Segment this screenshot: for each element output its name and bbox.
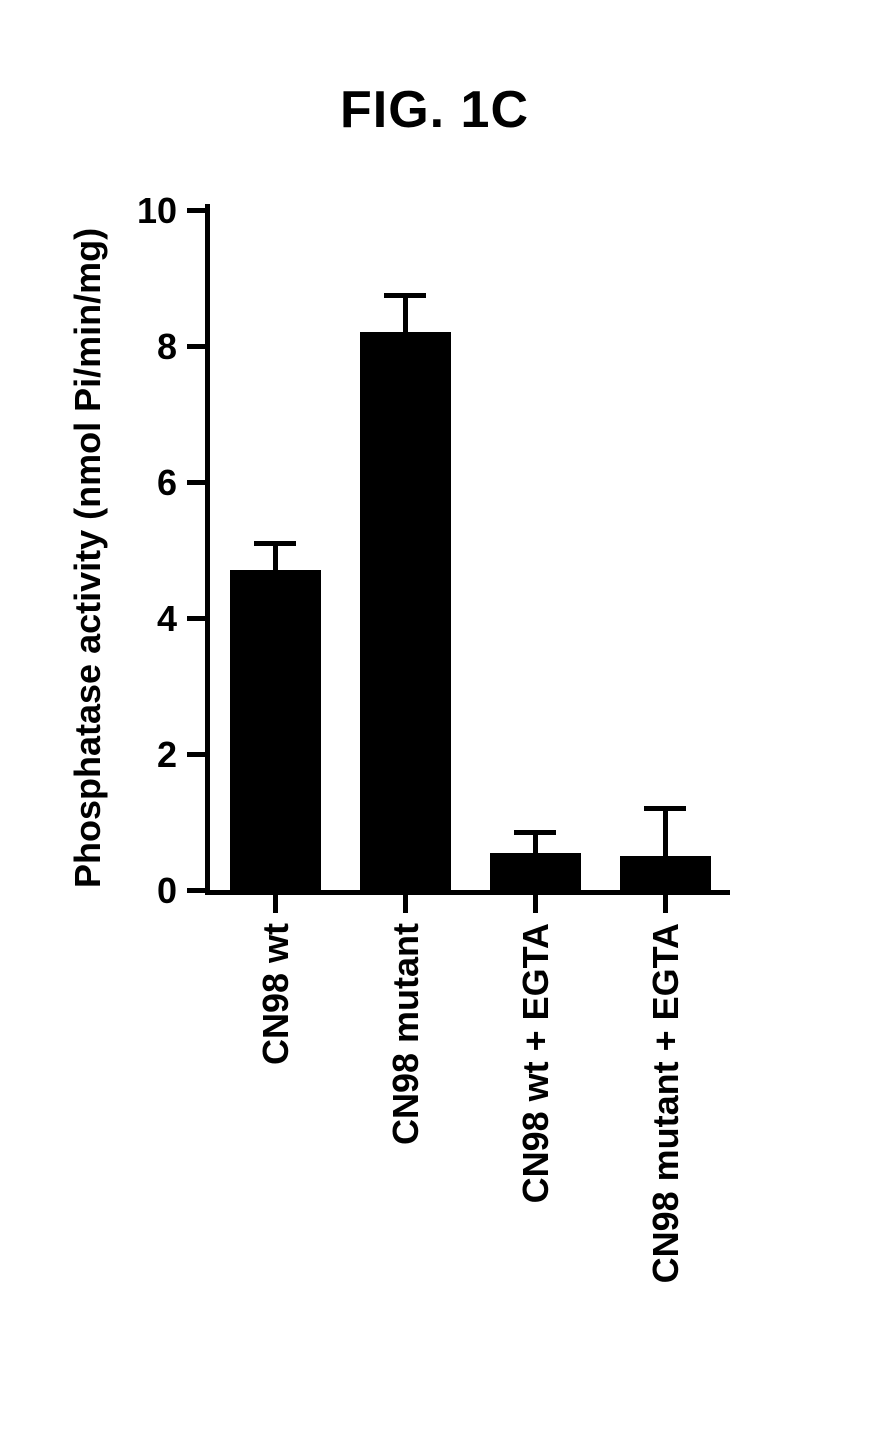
x-tick (403, 895, 408, 913)
y-tick (187, 208, 205, 213)
error-bar-stem (403, 295, 408, 332)
x-axis-line (205, 890, 730, 895)
y-tick (187, 616, 205, 621)
error-bar-stem (533, 832, 538, 852)
error-bar-cap (644, 806, 686, 811)
category-label: CN98 mutant (385, 923, 427, 1343)
y-axis-line (205, 204, 210, 895)
page: FIG. 1C Phosphatase activity (nmol Pi/mi… (0, 0, 869, 1451)
error-bar-cap (384, 293, 426, 298)
figure-title: FIG. 1C (0, 80, 869, 140)
y-tick-label: 10 (117, 190, 177, 232)
x-tick (533, 895, 538, 913)
error-bar-cap (514, 830, 556, 835)
y-tick-label: 4 (117, 598, 177, 640)
y-tick-label: 8 (117, 326, 177, 368)
error-bar-cap (254, 541, 296, 546)
category-label: CN98 wt (255, 923, 297, 1343)
bar (620, 856, 711, 890)
category-label: CN98 wt + EGTA (515, 923, 557, 1343)
y-tick (187, 888, 205, 893)
y-tick-label: 0 (117, 870, 177, 912)
category-label: CN98 mutant + EGTA (645, 923, 687, 1343)
bar (360, 332, 451, 890)
x-tick (273, 895, 278, 913)
bar (490, 853, 581, 890)
y-tick (187, 344, 205, 349)
error-bar-stem (273, 543, 278, 570)
x-tick (663, 895, 668, 913)
y-tick (187, 752, 205, 757)
y-tick-label: 2 (117, 734, 177, 776)
y-tick-label: 6 (117, 462, 177, 504)
y-tick (187, 480, 205, 485)
error-bar-stem (663, 808, 668, 856)
bar (230, 570, 321, 890)
y-axis-title: Phosphatase activity (nmol Pi/min/mg) (67, 208, 109, 888)
plot-area: 0246810CN98 wtCN98 mutantCN98 wt + EGTAC… (210, 210, 730, 890)
